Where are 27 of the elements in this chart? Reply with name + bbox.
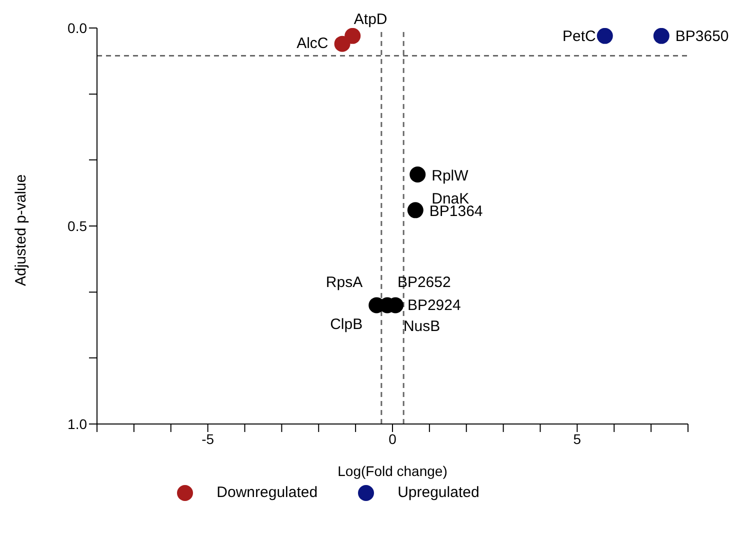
annotation: AtpD — [354, 10, 388, 28]
point — [596, 28, 613, 44]
x-axis-title: Log(Fold change) — [338, 463, 448, 479]
y-axis-title: Adjusted p-value — [12, 174, 30, 286]
point — [407, 202, 424, 218]
annotation: NusB — [403, 318, 440, 336]
point — [344, 28, 361, 44]
x-tick-label: -5 — [202, 430, 214, 447]
legend-label: Upregulated — [398, 484, 480, 501]
legend-label: Downregulated — [216, 484, 318, 501]
annotation: RpsA — [326, 274, 363, 292]
annotation: PetC — [562, 28, 596, 45]
annotation: BP2652 — [397, 274, 451, 292]
y-tick-label: 1.0 — [68, 416, 88, 432]
annotation: BP2924 — [407, 297, 461, 314]
annotation: BP3650 — [675, 28, 729, 45]
x-tick-label: 5 — [573, 430, 582, 447]
y-tick-label: 0.0 — [68, 20, 88, 36]
point — [653, 28, 670, 44]
x-tick-label: 0 — [388, 430, 397, 447]
annotation: RplW — [432, 168, 470, 185]
point — [410, 166, 426, 183]
point — [334, 36, 350, 52]
annotation: BP1364 — [429, 203, 483, 220]
annotation: AlcC — [296, 34, 328, 52]
annotation: ClpB — [330, 316, 363, 334]
y-tick-label: 0.5 — [68, 218, 88, 234]
